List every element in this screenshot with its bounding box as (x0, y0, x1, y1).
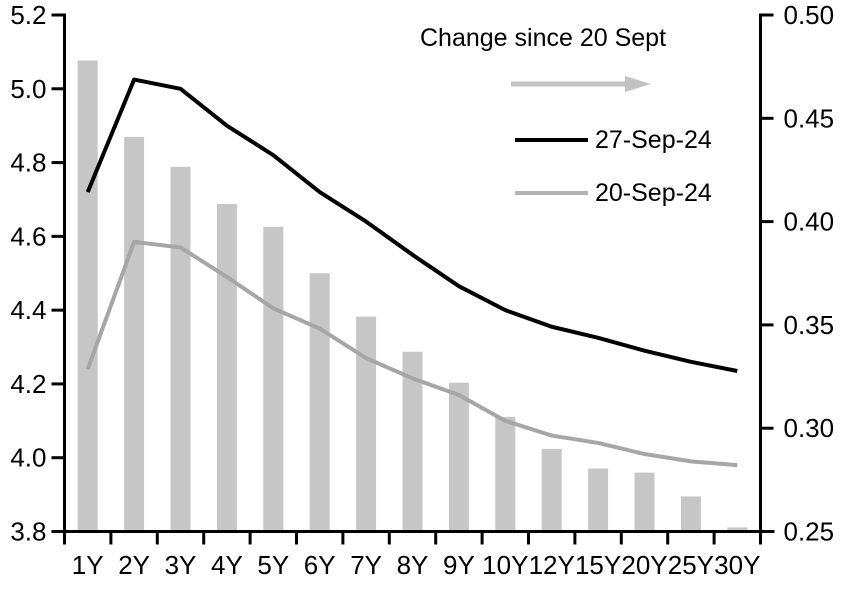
black-line-swatch-icon (515, 138, 588, 142)
bar-3Y (170, 166, 191, 532)
right-tick-label: 0.40 (784, 207, 835, 237)
left-tick-label: 3.8 (10, 517, 46, 547)
bar-6Y (309, 273, 330, 532)
legend-title: Change since 20 Sept (420, 24, 667, 52)
x-label-30Y: 30Y (714, 550, 760, 580)
right-tick-label: 0.30 (784, 413, 835, 443)
x-label-6Y: 6Y (304, 550, 336, 580)
bar-30Y (727, 527, 748, 532)
x-label-2Y: 2Y (118, 550, 150, 580)
legend-label-27-sep: 27-Sep-24 (595, 126, 712, 154)
x-label-15Y: 15Y (575, 550, 621, 580)
legend-item-27-sep: 27-Sep-24 (515, 127, 712, 153)
legend-item-20-sep: 20-Sep-24 (515, 180, 712, 206)
x-label-12Y: 12Y (529, 550, 575, 580)
x-label-20Y: 20Y (621, 550, 667, 580)
right-tick-label: 0.35 (784, 310, 835, 340)
bar-4Y (216, 204, 237, 532)
x-label-9Y: 9Y (443, 550, 475, 580)
x-label-3Y: 3Y (165, 550, 197, 580)
bar-20Y (634, 472, 655, 532)
x-label-10Y: 10Y (482, 550, 528, 580)
x-label-5Y: 5Y (257, 550, 289, 580)
left-tick-label: 4.4 (10, 295, 46, 325)
bar-2Y (124, 136, 145, 532)
right-tick-label: 0.25 (784, 517, 835, 547)
right-arrow-icon (511, 76, 651, 92)
left-tick-label: 5.0 (10, 74, 46, 104)
x-label-7Y: 7Y (350, 550, 382, 580)
bar-8Y (402, 351, 423, 532)
left-tick-label: 4.6 (10, 221, 46, 251)
line-20-sep-24 (85, 239, 738, 468)
gray-line-swatch-icon (515, 191, 588, 195)
left-tick-label: 4.2 (10, 369, 46, 399)
x-label-4Y: 4Y (211, 550, 243, 580)
right-tick-label: 0.45 (784, 103, 835, 133)
left-tick-label: 5.2 (10, 0, 46, 30)
bar-7Y (356, 316, 377, 532)
bar-15Y (588, 468, 609, 532)
left-tick-label: 4.0 (10, 443, 46, 473)
bar-5Y (263, 226, 284, 532)
x-label-8Y: 8Y (397, 550, 429, 580)
x-label-25Y: 25Y (668, 550, 714, 580)
x-label-1Y: 1Y (72, 550, 104, 580)
bar-9Y (448, 382, 469, 532)
bar-25Y (680, 496, 701, 532)
bar-12Y (541, 448, 562, 532)
legend-label-20-sep: 20-Sep-24 (595, 179, 712, 207)
left-tick-label: 4.8 (10, 148, 46, 178)
line-27-sep-24 (85, 77, 738, 373)
bar-1Y (77, 60, 98, 532)
right-tick-label: 0.50 (784, 0, 835, 30)
bar-10Y (495, 416, 516, 532)
